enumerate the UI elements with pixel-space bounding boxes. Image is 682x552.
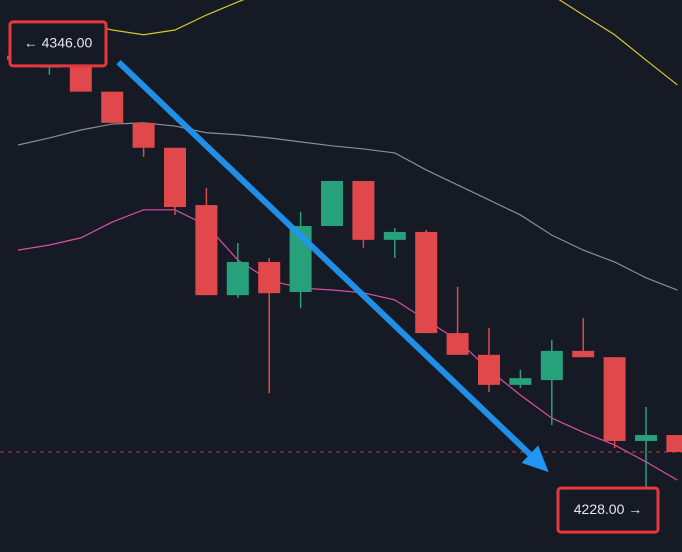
- candle-body: [69, 64, 92, 92]
- candle-body: [383, 231, 406, 240]
- trend-arrow: [116, 59, 532, 457]
- candle-body: [509, 378, 532, 385]
- candle-body: [132, 122, 155, 148]
- candle-body: [164, 147, 186, 208]
- candle-body: [258, 261, 281, 294]
- candle-body: [195, 205, 218, 296]
- candle-body: [540, 350, 563, 381]
- candle-body: [226, 261, 249, 296]
- candle-body: [415, 231, 438, 334]
- candle-body: [666, 435, 682, 453]
- indicator-line: [17, 0, 678, 86]
- annotation-box: [556, 486, 660, 534]
- annotation-label: 4228.00 →: [574, 501, 643, 517]
- candle-body: [572, 350, 595, 358]
- annotation-box: [8, 20, 108, 68]
- candle-body: [635, 435, 657, 441]
- candle-body: [321, 180, 343, 227]
- candle-body: [446, 333, 469, 355]
- indicator-line: [17, 209, 678, 481]
- candle-body: [101, 91, 124, 123]
- candle-body: [352, 180, 375, 240]
- annotation-label: ← 4346.00: [24, 35, 93, 51]
- candle-body: [603, 357, 626, 441]
- indicator-line: [17, 122, 678, 291]
- trend-arrow-head: [521, 445, 549, 473]
- candle-body: [478, 354, 500, 385]
